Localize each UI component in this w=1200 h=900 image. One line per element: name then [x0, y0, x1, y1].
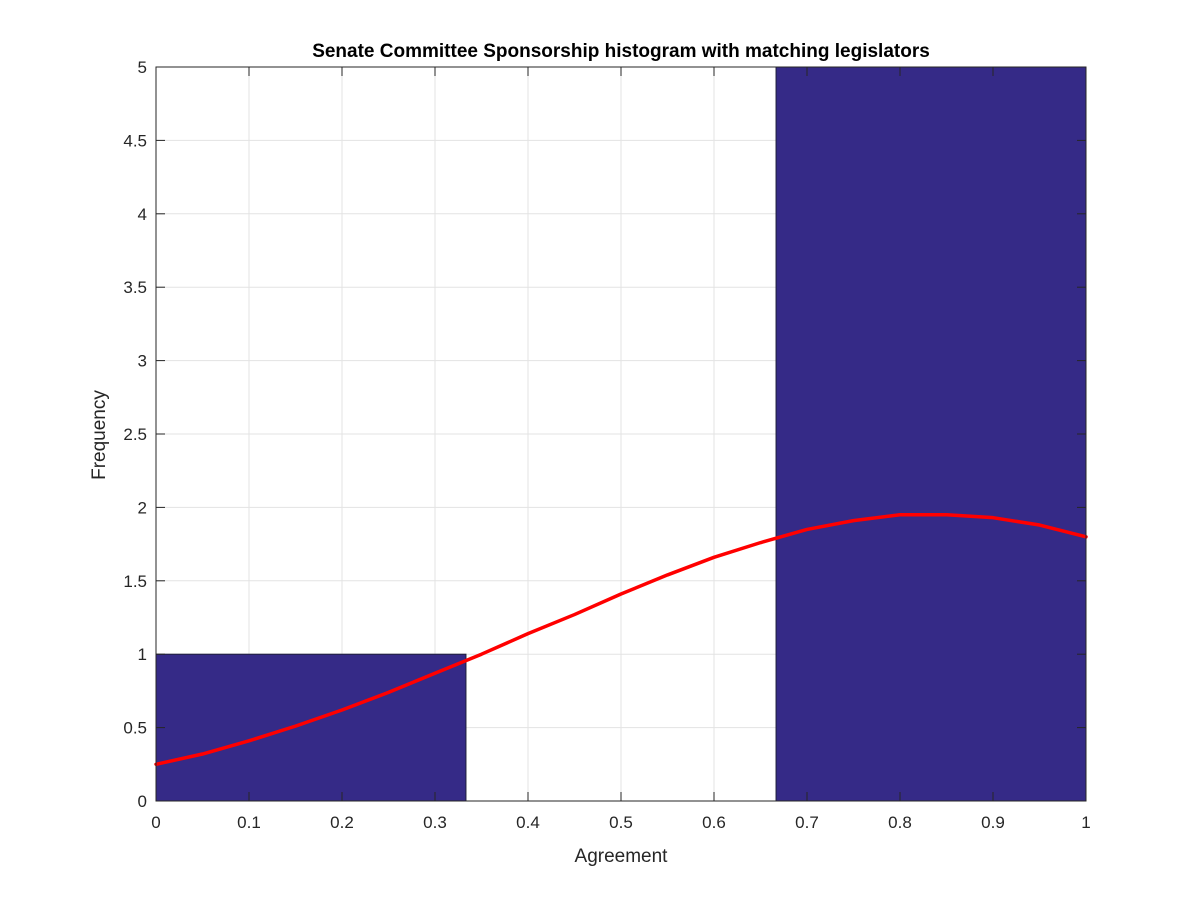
- x-tick-label: 0.9: [981, 813, 1005, 832]
- x-tick-label: 0.8: [888, 813, 912, 832]
- y-axis-label: Frequency: [89, 390, 110, 480]
- y-tick-label: 4.5: [123, 131, 147, 150]
- x-tick-label: 0: [151, 813, 160, 832]
- y-tick-label: 4: [138, 205, 147, 224]
- y-tick-label: 1.5: [123, 572, 147, 591]
- y-tick-label: 1: [138, 645, 147, 664]
- y-tick-label: 0.5: [123, 719, 147, 738]
- y-tick-label: 2.5: [123, 425, 147, 444]
- histogram-bar-2: [775, 66, 1087, 802]
- y-tick-label: 3.5: [123, 278, 147, 297]
- chart-title: Senate Committee Sponsorship histogram w…: [312, 41, 930, 62]
- y-tick-label: 3: [138, 352, 147, 371]
- fit-curve-layer: [154, 512, 1088, 767]
- x-tick-label: 0.1: [237, 813, 261, 832]
- histogram-bar-0: [155, 653, 467, 802]
- x-tick-label: 0.7: [795, 813, 819, 832]
- x-tick-label: 0.6: [702, 813, 726, 832]
- histogram-bars: [155, 66, 1087, 802]
- y-tick-label: 5: [138, 58, 147, 77]
- x-tick-label: 0.4: [516, 813, 540, 832]
- axes: [155, 66, 1087, 802]
- y-tick-label: 2: [138, 498, 147, 517]
- fit-curve: [154, 512, 1088, 767]
- x-tick-label: 0.5: [609, 813, 633, 832]
- tick-labels: 0 0.1 0.2 0.3 0.4 0.5 0.6 0.7 0.8 0.9 1 0 0.5 1 1.5 2 2.…: [123, 58, 1090, 832]
- x-tick-label: 0.2: [330, 813, 354, 832]
- x-axis-label: Agreement: [575, 846, 669, 867]
- y-tick-label: 0: [138, 792, 147, 811]
- x-tick-label: 0.3: [423, 813, 447, 832]
- x-tick-label: 1: [1081, 813, 1090, 832]
